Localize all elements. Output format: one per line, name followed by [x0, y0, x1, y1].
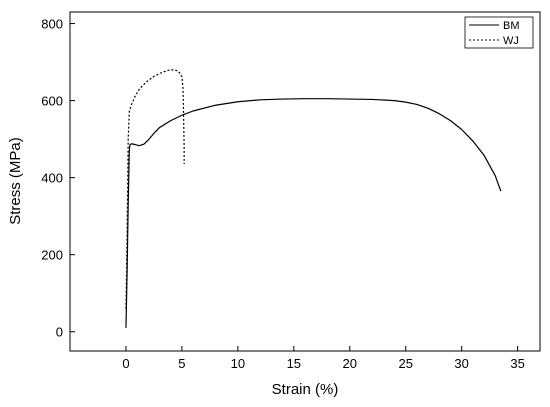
x-tick-label: 5	[178, 356, 185, 371]
series-line-wj	[125, 69, 185, 309]
y-tick-label: 400	[41, 171, 63, 186]
series-line-bm	[125, 98, 502, 328]
x-tick-label: 10	[231, 356, 245, 371]
x-tick-label: 30	[454, 356, 468, 371]
y-tick-label: 800	[41, 17, 63, 32]
legend-label-bm: BM	[503, 20, 520, 32]
series-layer	[125, 69, 502, 328]
x-tick-label: 15	[287, 356, 301, 371]
y-axis-title: Stress (MPa)	[7, 137, 24, 225]
x-tick-label: 35	[510, 356, 524, 371]
y-tick-label: 600	[41, 94, 63, 109]
x-axis-title: Strain (%)	[272, 381, 339, 398]
plot-frame	[69, 11, 541, 352]
legend: BM WJ	[464, 16, 534, 49]
legend-label-wj: WJ	[503, 35, 519, 47]
axis-ticks: 0 5 10 15 20 25 30 35 0 200 400 600 800	[41, 17, 525, 371]
x-tick-label: 25	[398, 356, 412, 371]
y-tick-label: 0	[56, 325, 63, 340]
x-tick-label: 0	[122, 356, 129, 371]
legend-box	[464, 16, 534, 49]
x-tick-label: 20	[343, 356, 357, 371]
y-tick-label: 200	[41, 248, 63, 263]
